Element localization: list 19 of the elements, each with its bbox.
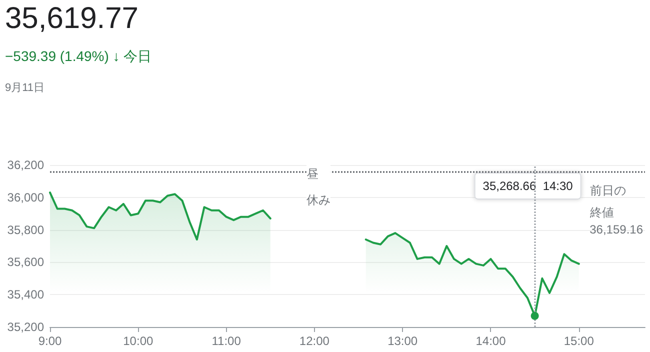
x-tick-label: 15:00	[564, 334, 594, 348]
chart-title: 35,619.77	[5, 2, 138, 36]
y-tick-label: 35,600	[7, 255, 44, 270]
y-tick-label: 35,800	[7, 222, 44, 237]
ref-line-label: 前日の終値 36,159.16	[589, 184, 644, 237]
x-tick-label: 13:00	[388, 334, 418, 348]
annotation: 昼休み	[306, 167, 330, 207]
x-tick-label: 12:00	[299, 334, 330, 348]
y-tick-label: 36,200	[7, 158, 44, 172]
x-tick-label: 9:00	[38, 334, 62, 348]
x-tick-label: 14:00	[476, 334, 506, 348]
y-tick-label: 35,200	[7, 320, 44, 334]
text: 9月11日	[5, 81, 45, 95]
y-tick-label: 36,000	[7, 190, 44, 204]
y-tick-label: 35,400	[7, 288, 44, 302]
chart-subtitle: −539.39 (1.49%) ↓ 今日	[5, 48, 152, 66]
annotation: 35,268.66 14:30	[482, 179, 574, 193]
x-tick-label: 11:00	[212, 334, 242, 348]
x-tick-label: 10:00	[123, 334, 154, 348]
